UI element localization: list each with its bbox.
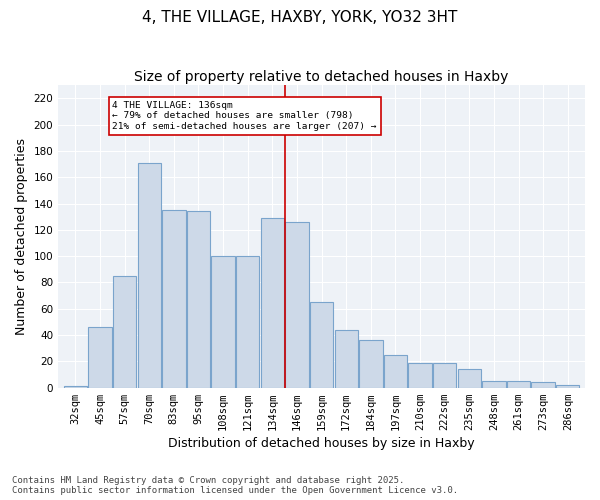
Bar — [310, 302, 333, 388]
Text: Contains HM Land Registry data © Crown copyright and database right 2025.
Contai: Contains HM Land Registry data © Crown c… — [12, 476, 458, 495]
Bar — [113, 276, 136, 388]
Title: Size of property relative to detached houses in Haxby: Size of property relative to detached ho… — [134, 70, 509, 84]
X-axis label: Distribution of detached houses by size in Haxby: Distribution of detached houses by size … — [168, 437, 475, 450]
Bar — [458, 370, 481, 388]
Bar — [384, 355, 407, 388]
Bar — [482, 381, 506, 388]
Bar — [359, 340, 383, 388]
Text: 4 THE VILLAGE: 136sqm
← 79% of detached houses are smaller (798)
21% of semi-det: 4 THE VILLAGE: 136sqm ← 79% of detached … — [112, 101, 377, 131]
Bar — [285, 222, 308, 388]
Bar — [409, 362, 432, 388]
Bar — [507, 381, 530, 388]
Bar — [187, 212, 210, 388]
Bar — [260, 218, 284, 388]
Text: 4, THE VILLAGE, HAXBY, YORK, YO32 3HT: 4, THE VILLAGE, HAXBY, YORK, YO32 3HT — [142, 10, 458, 25]
Bar — [211, 256, 235, 388]
Bar — [556, 385, 580, 388]
Bar — [532, 382, 555, 388]
Bar — [88, 327, 112, 388]
Y-axis label: Number of detached properties: Number of detached properties — [15, 138, 28, 335]
Bar — [433, 362, 457, 388]
Bar — [137, 163, 161, 388]
Bar — [64, 386, 87, 388]
Bar — [162, 210, 185, 388]
Bar — [335, 330, 358, 388]
Bar — [236, 256, 259, 388]
